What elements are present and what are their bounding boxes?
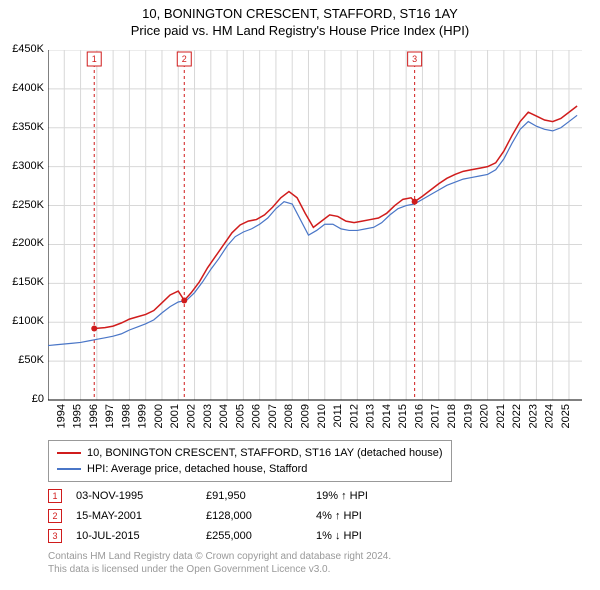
page: { "title": { "line1": "10, BONINGTON CRE… (0, 0, 600, 590)
event-price: £91,950 (206, 490, 316, 502)
y-axis-label: £200K (4, 237, 44, 249)
x-axis-label: 1993 (48, 404, 51, 428)
x-axis-label: 2022 (511, 404, 523, 428)
x-axis-label: 2005 (234, 404, 246, 428)
y-axis-label: £50K (4, 354, 44, 366)
legend-swatch (57, 452, 81, 454)
y-axis-label: £400K (4, 82, 44, 94)
footer-line-1: Contains HM Land Registry data © Crown c… (48, 550, 391, 563)
x-axis-label: 1995 (72, 404, 84, 428)
event-price: £128,000 (206, 510, 316, 522)
title-line-2: Price paid vs. HM Land Registry's House … (0, 23, 600, 38)
x-axis-label: 2006 (251, 404, 263, 428)
series-property (94, 106, 577, 328)
sale-dot (181, 297, 187, 303)
x-axis-label: 1999 (137, 404, 149, 428)
y-axis-label: £300K (4, 160, 44, 172)
event-date: 10-JUL-2015 (76, 530, 206, 542)
chart-title: 10, BONINGTON CRESCENT, STAFFORD, ST16 1… (0, 0, 600, 38)
x-axis-label: 1996 (88, 404, 100, 428)
event-date: 15-MAY-2001 (76, 510, 206, 522)
x-axis-label: 2012 (348, 404, 360, 428)
y-axis-label: £100K (4, 315, 44, 327)
x-axis-label: 2025 (560, 404, 572, 428)
x-axis-label: 2007 (267, 404, 279, 428)
x-axis-label: 2000 (153, 404, 165, 428)
y-axis-label: £450K (4, 43, 44, 55)
svg-text:3: 3 (412, 54, 417, 64)
svg-text:2: 2 (182, 54, 187, 64)
y-axis-label: £150K (4, 276, 44, 288)
x-axis-label: 2021 (495, 404, 507, 428)
chart-svg: 1993 1994 1995 1996 1997 1998 1999 2000 2001 2002… (48, 50, 582, 440)
x-axis-label: 1997 (104, 404, 116, 428)
x-axis-label: 2004 (218, 404, 230, 428)
legend-item: 10, BONINGTON CRESCENT, STAFFORD, ST16 1… (57, 445, 443, 461)
x-axis-label: 2009 (299, 404, 311, 428)
x-axis-label: 2010 (316, 404, 328, 428)
event-row: 3 10-JUL-2015£255,0001% ↓ HPI (48, 526, 426, 546)
x-axis-label: 2001 (169, 404, 181, 428)
event-date: 03-NOV-1995 (76, 490, 206, 502)
event-marker: 1 (48, 489, 62, 503)
x-axis-label: 2002 (186, 404, 198, 428)
svg-text:1: 1 (92, 54, 97, 64)
event-price: £255,000 (206, 530, 316, 542)
x-axis-label: 2018 (446, 404, 458, 428)
y-axis-label: £0 (4, 393, 44, 405)
sale-dot (412, 199, 418, 205)
event-row: 1 03-NOV-1995£91,95019% ↑ HPI (48, 486, 426, 506)
x-axis-label: 2017 (430, 404, 442, 428)
legend-label: HPI: Average price, detached house, Staf… (87, 463, 307, 475)
event-row: 2 15-MAY-2001£128,0004% ↑ HPI (48, 506, 426, 526)
legend: 10, BONINGTON CRESCENT, STAFFORD, ST16 1… (48, 440, 452, 482)
footer: Contains HM Land Registry data © Crown c… (48, 550, 391, 576)
event-delta: 19% ↑ HPI (316, 490, 426, 502)
x-axis-label: 1994 (55, 404, 67, 428)
x-axis-label: 2013 (365, 404, 377, 428)
legend-swatch (57, 468, 81, 470)
chart-area: 1993199419951996199719981999200020012002… (48, 50, 582, 400)
event-marker: 3 (48, 529, 62, 543)
event-delta: 4% ↑ HPI (316, 510, 426, 522)
event-marker: 2 (48, 509, 62, 523)
sale-dot (91, 325, 97, 331)
x-axis-label: 2016 (413, 404, 425, 428)
title-line-1: 10, BONINGTON CRESCENT, STAFFORD, ST16 1… (0, 6, 600, 21)
x-axis-label: 2024 (544, 404, 556, 428)
legend-label: 10, BONINGTON CRESCENT, STAFFORD, ST16 1… (87, 447, 443, 459)
event-delta: 1% ↓ HPI (316, 530, 426, 542)
legend-item: HPI: Average price, detached house, Staf… (57, 461, 443, 477)
x-axis-label: 1998 (120, 404, 132, 428)
y-axis-label: £250K (4, 199, 44, 211)
x-axis-label: 2011 (332, 404, 344, 428)
footer-line-2: This data is licensed under the Open Gov… (48, 563, 391, 576)
x-axis-label: 2003 (202, 404, 214, 428)
x-axis-label: 2014 (381, 404, 393, 428)
event-table: 1 03-NOV-1995£91,95019% ↑ HPI 2 15-MAY-2001… (48, 486, 426, 546)
x-axis-label: 2015 (397, 404, 409, 428)
x-axis-label: 2019 (462, 404, 474, 428)
x-axis-label: 2020 (479, 404, 491, 428)
x-axis-label: 2023 (527, 404, 539, 428)
y-axis-label: £350K (4, 121, 44, 133)
series-hpi (48, 115, 577, 345)
x-axis-label: 2008 (283, 404, 295, 428)
